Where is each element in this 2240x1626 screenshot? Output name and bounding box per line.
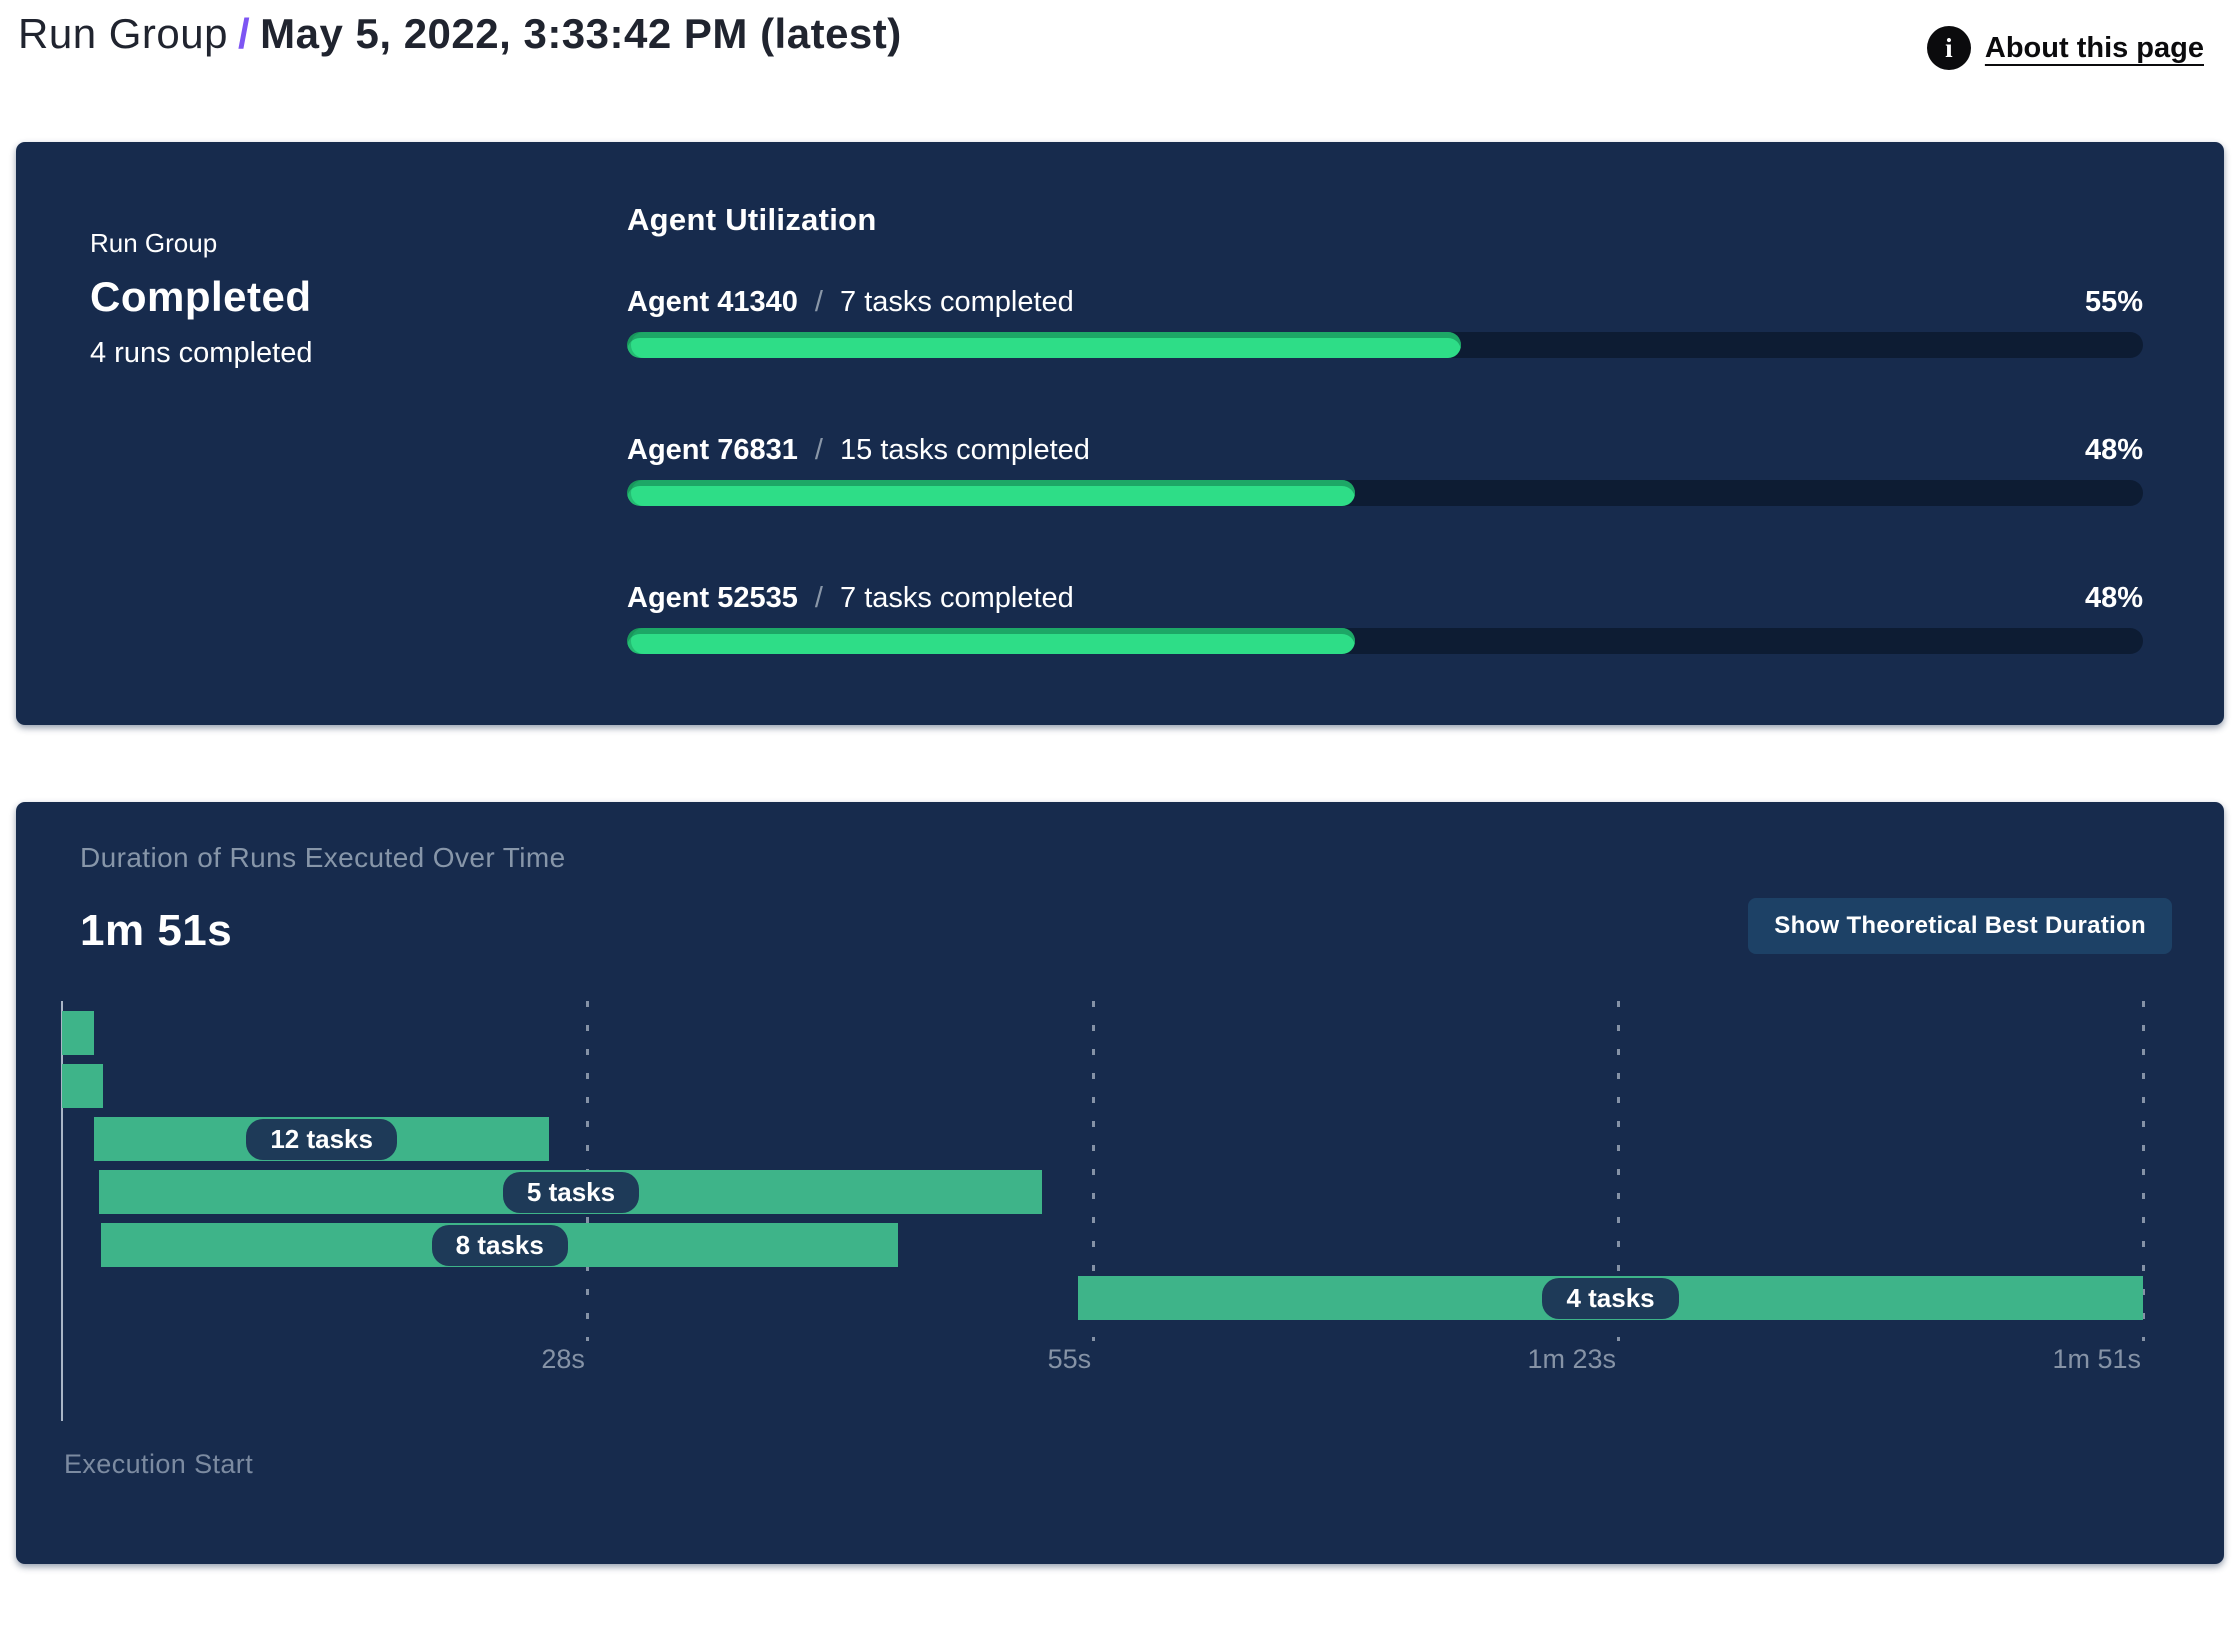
show-theoretical-best-duration-button[interactable]: Show Theoretical Best Duration [1748,898,2172,954]
agent-label-separator: / [806,434,832,466]
agent-utilization-percent: 48% [2084,582,2143,614]
axis-tick-label: 1m 23s [1527,1344,1617,1374]
agent-label-separator: / [806,582,832,614]
page-header: Run Group / May 5, 2022, 3:33:42 PM (lates… [0,0,2240,142]
page-title: May 5, 2022, 3:33:42 PM (latest) [260,10,902,57]
breadcrumb-separator: / [237,10,251,57]
agent-utilization-row: Agent 76831 / 15 tasks completed 48% [627,434,2143,506]
axis-tick-label: 55s [1047,1344,1092,1374]
duration-titles: Duration of Runs Executed Over Time 1m 5… [80,842,566,956]
run-bar-label: 5 tasks [502,1171,640,1213]
runs-completed-count: 4 runs completed [90,337,313,369]
run-group-status: Completed [90,273,312,320]
gridline-1m-51s [2142,1001,2145,1341]
agent-utilization-section: Agent Utilization Agent 41340 / 7 tasks … [627,202,2143,725]
run-bar-label: 4 tasks [1542,1277,1679,1319]
execution-start-label: Execution Start [64,1449,254,1479]
run-bar-label: 8 tasks [431,1224,568,1266]
agent-name: Agent 52535 [627,582,798,614]
run-bar[interactable]: 8 tasks [101,1223,899,1267]
agent-label-separator: / [806,286,832,318]
breadcrumb: Run Group / May 5, 2022, 3:33:42 PM (lates… [18,10,902,58]
duration-header: Duration of Runs Executed Over Time 1m 5… [16,842,2224,956]
agent-tasks-completed: 7 tasks completed [840,582,1074,614]
run-group-label: Run Group [90,228,218,258]
total-duration-value: 1m 51s [80,906,233,955]
agent-label: Agent 41340 / 7 tasks completed [627,286,1074,319]
utilization-progress-fill [627,628,1355,654]
run-group-summary-card: Run Group Completed 4 runs completed Age… [16,142,2224,725]
run-bar[interactable]: 12 tasks [93,1117,550,1161]
utilization-progress-track [627,480,2143,506]
agent-label: Agent 76831 / 15 tasks completed [627,434,1090,467]
agent-utilization-row: Agent 41340 / 7 tasks completed 55% [627,286,2143,358]
agent-tasks-completed: 7 tasks completed [840,286,1074,318]
agent-label: Agent 52535 / 7 tasks completed [627,582,1074,615]
agent-rows: Agent 41340 / 7 tasks completed 55% Agen… [627,286,2143,654]
run-summary: Run Group Completed 4 runs completed [90,202,627,725]
breadcrumb-run-group[interactable]: Run Group [18,10,228,57]
agent-utilization-title: Agent Utilization [627,202,877,237]
agent-name: Agent 41340 [627,286,798,318]
about-link-label: About this page [1984,31,2204,64]
run-bar-label: 12 tasks [246,1118,397,1160]
utilization-progress-fill [627,480,1355,506]
agent-utilization-row: Agent 52535 / 7 tasks completed 48% [627,582,2143,654]
utilization-progress-track [627,628,2143,654]
agent-tasks-completed: 15 tasks completed [840,434,1090,466]
gridline-55s [1092,1001,1096,1341]
execution-start-axis-line [61,1001,63,1421]
agent-utilization-percent: 48% [2084,434,2143,466]
duration-card: Duration of Runs Executed Over Time 1m 5… [16,802,2224,1564]
gridline-1m-23s [1617,1001,1621,1341]
agent-utilization-percent: 55% [2084,286,2143,318]
run-bar[interactable] [62,1064,104,1108]
agent-name: Agent 76831 [627,434,798,466]
run-bar[interactable]: 4 tasks [1078,1276,2143,1320]
about-this-page-link[interactable]: i About this page [1926,26,2204,70]
utilization-progress-track [627,332,2143,358]
utilization-progress-fill [627,332,1461,358]
duration-chart-title: Duration of Runs Executed Over Time [80,842,566,873]
run-bar[interactable] [62,1011,94,1055]
axis-tick-label: 28s [541,1344,585,1374]
run-duration-gantt-chart: Execution Start 28s 55s 1m 23s 1m 51s 12 tas… [61,1001,2145,1562]
info-icon: i [1926,26,1971,70]
axis-tick-label: 1m 51s [2052,1344,2141,1374]
run-bar[interactable]: 5 tasks [99,1170,1043,1214]
